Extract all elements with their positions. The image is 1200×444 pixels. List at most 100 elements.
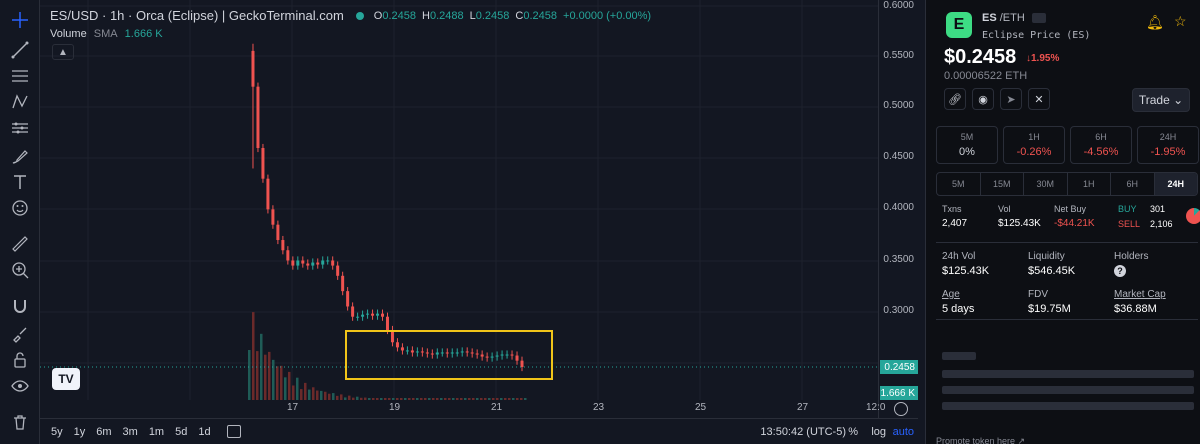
- crosshair-icon[interactable]: [8, 8, 32, 32]
- range-5y[interactable]: 5y: [51, 425, 63, 438]
- volume-bar: [316, 390, 319, 400]
- ruler-icon[interactable]: [8, 232, 32, 256]
- range-5d[interactable]: 5d: [175, 425, 188, 438]
- volume-bar: [440, 398, 443, 400]
- candle-body: [390, 329, 394, 343]
- stat-label[interactable]: Market Cap: [1114, 289, 1166, 300]
- volume-bar: [476, 398, 479, 400]
- bell-icon[interactable]: 🔔︎: [1146, 14, 1164, 30]
- volume-label: Volume: [50, 28, 87, 40]
- trade-label: Trade: [1138, 93, 1170, 107]
- stat-label: FDV: [1028, 289, 1048, 300]
- range-1y[interactable]: 1y: [73, 425, 86, 438]
- candle-body: [470, 352, 474, 354]
- star-icon[interactable]: ☆: [1174, 13, 1187, 29]
- magnet-icon[interactable]: [8, 294, 32, 318]
- stat-24h-vol: 24h Vol $125.43K: [942, 251, 989, 277]
- timeframe-change-24h[interactable]: 24H -1.95%: [1137, 126, 1199, 164]
- trendline-icon[interactable]: [8, 38, 32, 62]
- tab-30m[interactable]: 30M: [1024, 173, 1068, 195]
- lock-icon[interactable]: [8, 348, 32, 372]
- tf-label: 6H: [1095, 132, 1107, 142]
- tab-5m[interactable]: 5M: [937, 173, 981, 195]
- clock[interactable]: 13:50:42 (UTC-5): [760, 426, 846, 438]
- candle-body: [520, 360, 524, 367]
- telegram-icon[interactable]: ➤: [1000, 88, 1022, 110]
- time-tick: 27: [797, 402, 809, 413]
- token-full-name: Eclipse Price (ES): [982, 30, 1091, 41]
- timeframe-change-5m[interactable]: 5M 0%: [936, 126, 998, 164]
- promote-link[interactable]: Promote token here ↗: [936, 436, 1026, 444]
- stat-value: 5 days: [942, 303, 975, 315]
- stat-market-cap: Market Cap $36.88M: [1114, 289, 1166, 315]
- volume-bar: [472, 398, 475, 400]
- stat-label[interactable]: Age: [942, 289, 960, 300]
- range-3m[interactable]: 3m: [122, 425, 138, 438]
- volume-bar: [424, 398, 427, 400]
- measure-lines-icon[interactable]: [8, 116, 32, 140]
- candle-body: [336, 265, 340, 276]
- buy-sell-pie: [1186, 208, 1200, 224]
- price-tick: 0.5000: [883, 100, 914, 111]
- emoji-icon[interactable]: [8, 196, 32, 220]
- volume-bar: [484, 398, 487, 400]
- tf-label: 1H: [1028, 132, 1040, 142]
- tab-1h[interactable]: 1H: [1068, 173, 1111, 195]
- log-toggle[interactable]: log: [871, 426, 886, 438]
- link-icon[interactable]: 🔗︎: [944, 88, 966, 110]
- eye-icon[interactable]: [8, 374, 32, 398]
- swap-icon[interactable]: [1031, 13, 1046, 24]
- tab-6h[interactable]: 6H: [1111, 173, 1155, 195]
- tab-15m[interactable]: 15M: [981, 173, 1024, 195]
- timeframe-change-1h[interactable]: 1H -0.26%: [1003, 126, 1065, 164]
- volume-bar: [508, 398, 511, 400]
- range-1d[interactable]: 1d: [198, 425, 211, 438]
- candle-body: [376, 313, 380, 316]
- volume-bar: [416, 398, 419, 400]
- x-icon[interactable]: ✕: [1028, 88, 1050, 110]
- price-chart[interactable]: [40, 0, 878, 400]
- time-axis[interactable]: 17 19 21 23 25 27 12:0: [40, 400, 885, 418]
- stat-age: Age 5 days: [942, 289, 974, 315]
- volume-bar: [292, 385, 295, 400]
- candle-body: [405, 350, 409, 352]
- lock-drawing-icon[interactable]: [8, 322, 32, 346]
- sell-count: 2,106: [1150, 219, 1173, 229]
- range-1m[interactable]: 1m: [148, 425, 165, 438]
- help-icon[interactable]: ?: [1114, 265, 1126, 277]
- horizontal-lines-icon[interactable]: [8, 64, 32, 88]
- percent-toggle[interactable]: %: [848, 426, 858, 438]
- range-6m[interactable]: 6m: [96, 425, 112, 438]
- volume-bar: [352, 397, 355, 400]
- volume-bar: [268, 351, 271, 400]
- bottom-toolbar: 5y 1y 6m 3m 1m 5d 1d 13:50:42 (UTC-5) % …: [40, 418, 918, 444]
- text-icon[interactable]: [8, 170, 32, 194]
- collapse-legend-button[interactable]: ▲: [52, 44, 74, 60]
- volume-bar: [496, 398, 499, 400]
- volume-bar: [500, 398, 503, 400]
- txns-value: 2,407: [942, 218, 968, 229]
- chart-area[interactable]: ES/USD · 1h · Orca (Eclipse) | GeckoTerm…: [40, 0, 918, 444]
- volume-bar: [456, 398, 459, 400]
- auto-toggle[interactable]: auto: [892, 426, 914, 438]
- tab-24h[interactable]: 24H: [1154, 173, 1197, 195]
- token-stats: 24h Vol $125.43K Liquidity $546.45K Holder…: [936, 242, 1198, 320]
- trash-icon[interactable]: [8, 410, 32, 434]
- brush-icon[interactable]: [8, 144, 32, 168]
- date-range-icon[interactable]: [226, 425, 241, 438]
- pattern-icon[interactable]: [8, 90, 32, 114]
- timeframe-change-6h[interactable]: 6H -4.56%: [1070, 126, 1132, 164]
- settings-icon[interactable]: [894, 402, 908, 416]
- candle-body: [510, 354, 514, 356]
- netbuy-stat: Net Buy -$44.21K: [1054, 204, 1095, 229]
- trade-button[interactable]: Trade ⌄: [1132, 88, 1190, 112]
- zoom-in-icon[interactable]: [8, 258, 32, 282]
- discord-icon[interactable]: ◉: [972, 88, 994, 110]
- price-scale[interactable]: 0.6000 0.5500 0.5000 0.4500 0.4000 0.350…: [878, 0, 918, 418]
- tradingview-logo[interactable]: TV: [52, 368, 80, 390]
- timeframe-tabs: 5M 15M 30M 1H 6H 24H: [936, 172, 1198, 196]
- volume-bar: [404, 398, 407, 400]
- candle-body: [291, 260, 295, 266]
- tf-value: -4.56%: [1083, 146, 1119, 158]
- candle-body: [425, 352, 429, 354]
